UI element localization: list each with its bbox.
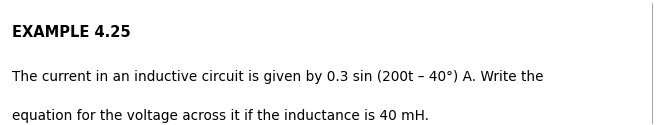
Text: equation for the voltage across it if the inductance is 40 mH.: equation for the voltage across it if th… bbox=[12, 109, 429, 123]
Text: The current in an inductive circuit is given by 0.3 sin (200t – 40°) A. Write th: The current in an inductive circuit is g… bbox=[12, 70, 543, 84]
Text: EXAMPLE 4.25: EXAMPLE 4.25 bbox=[12, 25, 131, 40]
